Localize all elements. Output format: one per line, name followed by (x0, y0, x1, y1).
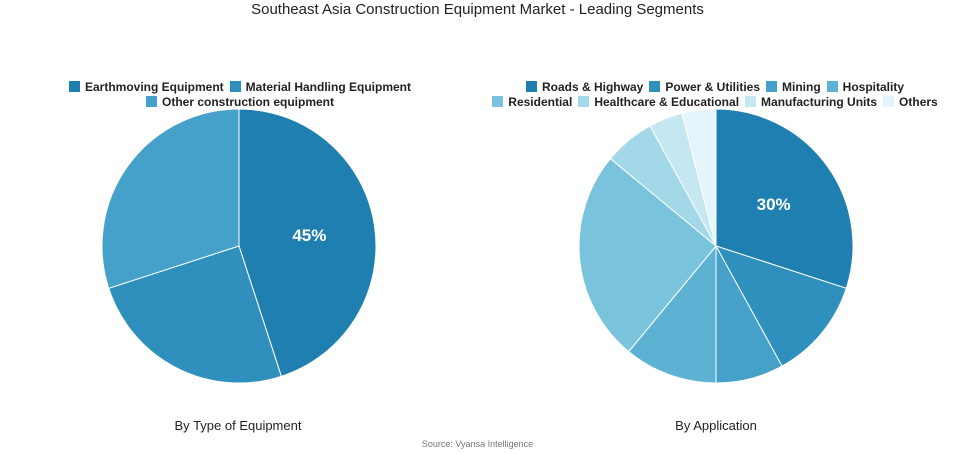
legend-label: Other construction equipment (161, 95, 334, 109)
legend-swatch (145, 96, 157, 107)
legend-swatch (525, 81, 537, 92)
data-label: 30% (757, 195, 791, 214)
legend-label: Others (899, 95, 938, 109)
pie-slice (627, 244, 717, 384)
legend-label: Residential (508, 95, 573, 109)
pie-slice (681, 108, 717, 247)
legend-label: Mining (782, 80, 821, 94)
pie-slice (108, 245, 282, 384)
legend-swatch (229, 81, 241, 92)
legend-swatch (492, 96, 504, 107)
legend-item: Roads & Highway (525, 80, 644, 95)
legend-label: Earthmoving Equipment (84, 80, 224, 94)
pie-slice (715, 108, 854, 289)
legend-item: Earthmoving Equipment (68, 80, 224, 95)
legend-swatch (766, 81, 778, 92)
legend-item: Other construction equipment (145, 95, 334, 110)
legend-label: Manufacturing Units (761, 95, 878, 109)
legend-type-of-equipment: Earthmoving Equipment Material Handling E… (60, 80, 420, 110)
chart-title: Southeast Asia Construction Equipment Ma… (251, 1, 704, 18)
subtitle-type-of-equipment: By Type of Equipment (174, 418, 302, 433)
legend-swatch (745, 96, 757, 107)
legend-swatch (578, 96, 590, 107)
legend-item: Healthcare & Educational (578, 95, 739, 110)
legend-label: Material Handling Equipment (245, 80, 412, 94)
source-note: Source: Vyansa Intelligence (421, 439, 534, 449)
legend-swatch (68, 81, 80, 92)
legend-swatch (826, 81, 838, 92)
legend-item: Others (883, 95, 938, 110)
pie-slice (101, 108, 240, 289)
legend-item: Material Handling Equipment (229, 80, 412, 95)
legend-swatch (649, 81, 661, 92)
legend-item: Power & Utilities (649, 80, 760, 95)
legend-label: Roads & Highway (541, 80, 644, 94)
legend-label: Healthcare & Educational (594, 95, 740, 109)
subtitle-application: By Application (675, 418, 757, 433)
legend-item: Mining (766, 80, 821, 95)
legend-item: Residential (492, 95, 572, 110)
pie-slice (238, 108, 377, 377)
legend-application: Roads & Highway Power & Utilities Mining Ho… (485, 80, 945, 110)
legend-label: Power & Utilities (665, 80, 761, 94)
legend-swatch (883, 96, 895, 107)
legend-item: Manufacturing Units (745, 95, 877, 110)
pie-slice (714, 245, 847, 367)
legend-label: Hospitality (842, 80, 905, 94)
legend-item: Hospitality (826, 80, 905, 95)
pie-slice (578, 157, 717, 353)
data-label: 45% (292, 226, 326, 245)
